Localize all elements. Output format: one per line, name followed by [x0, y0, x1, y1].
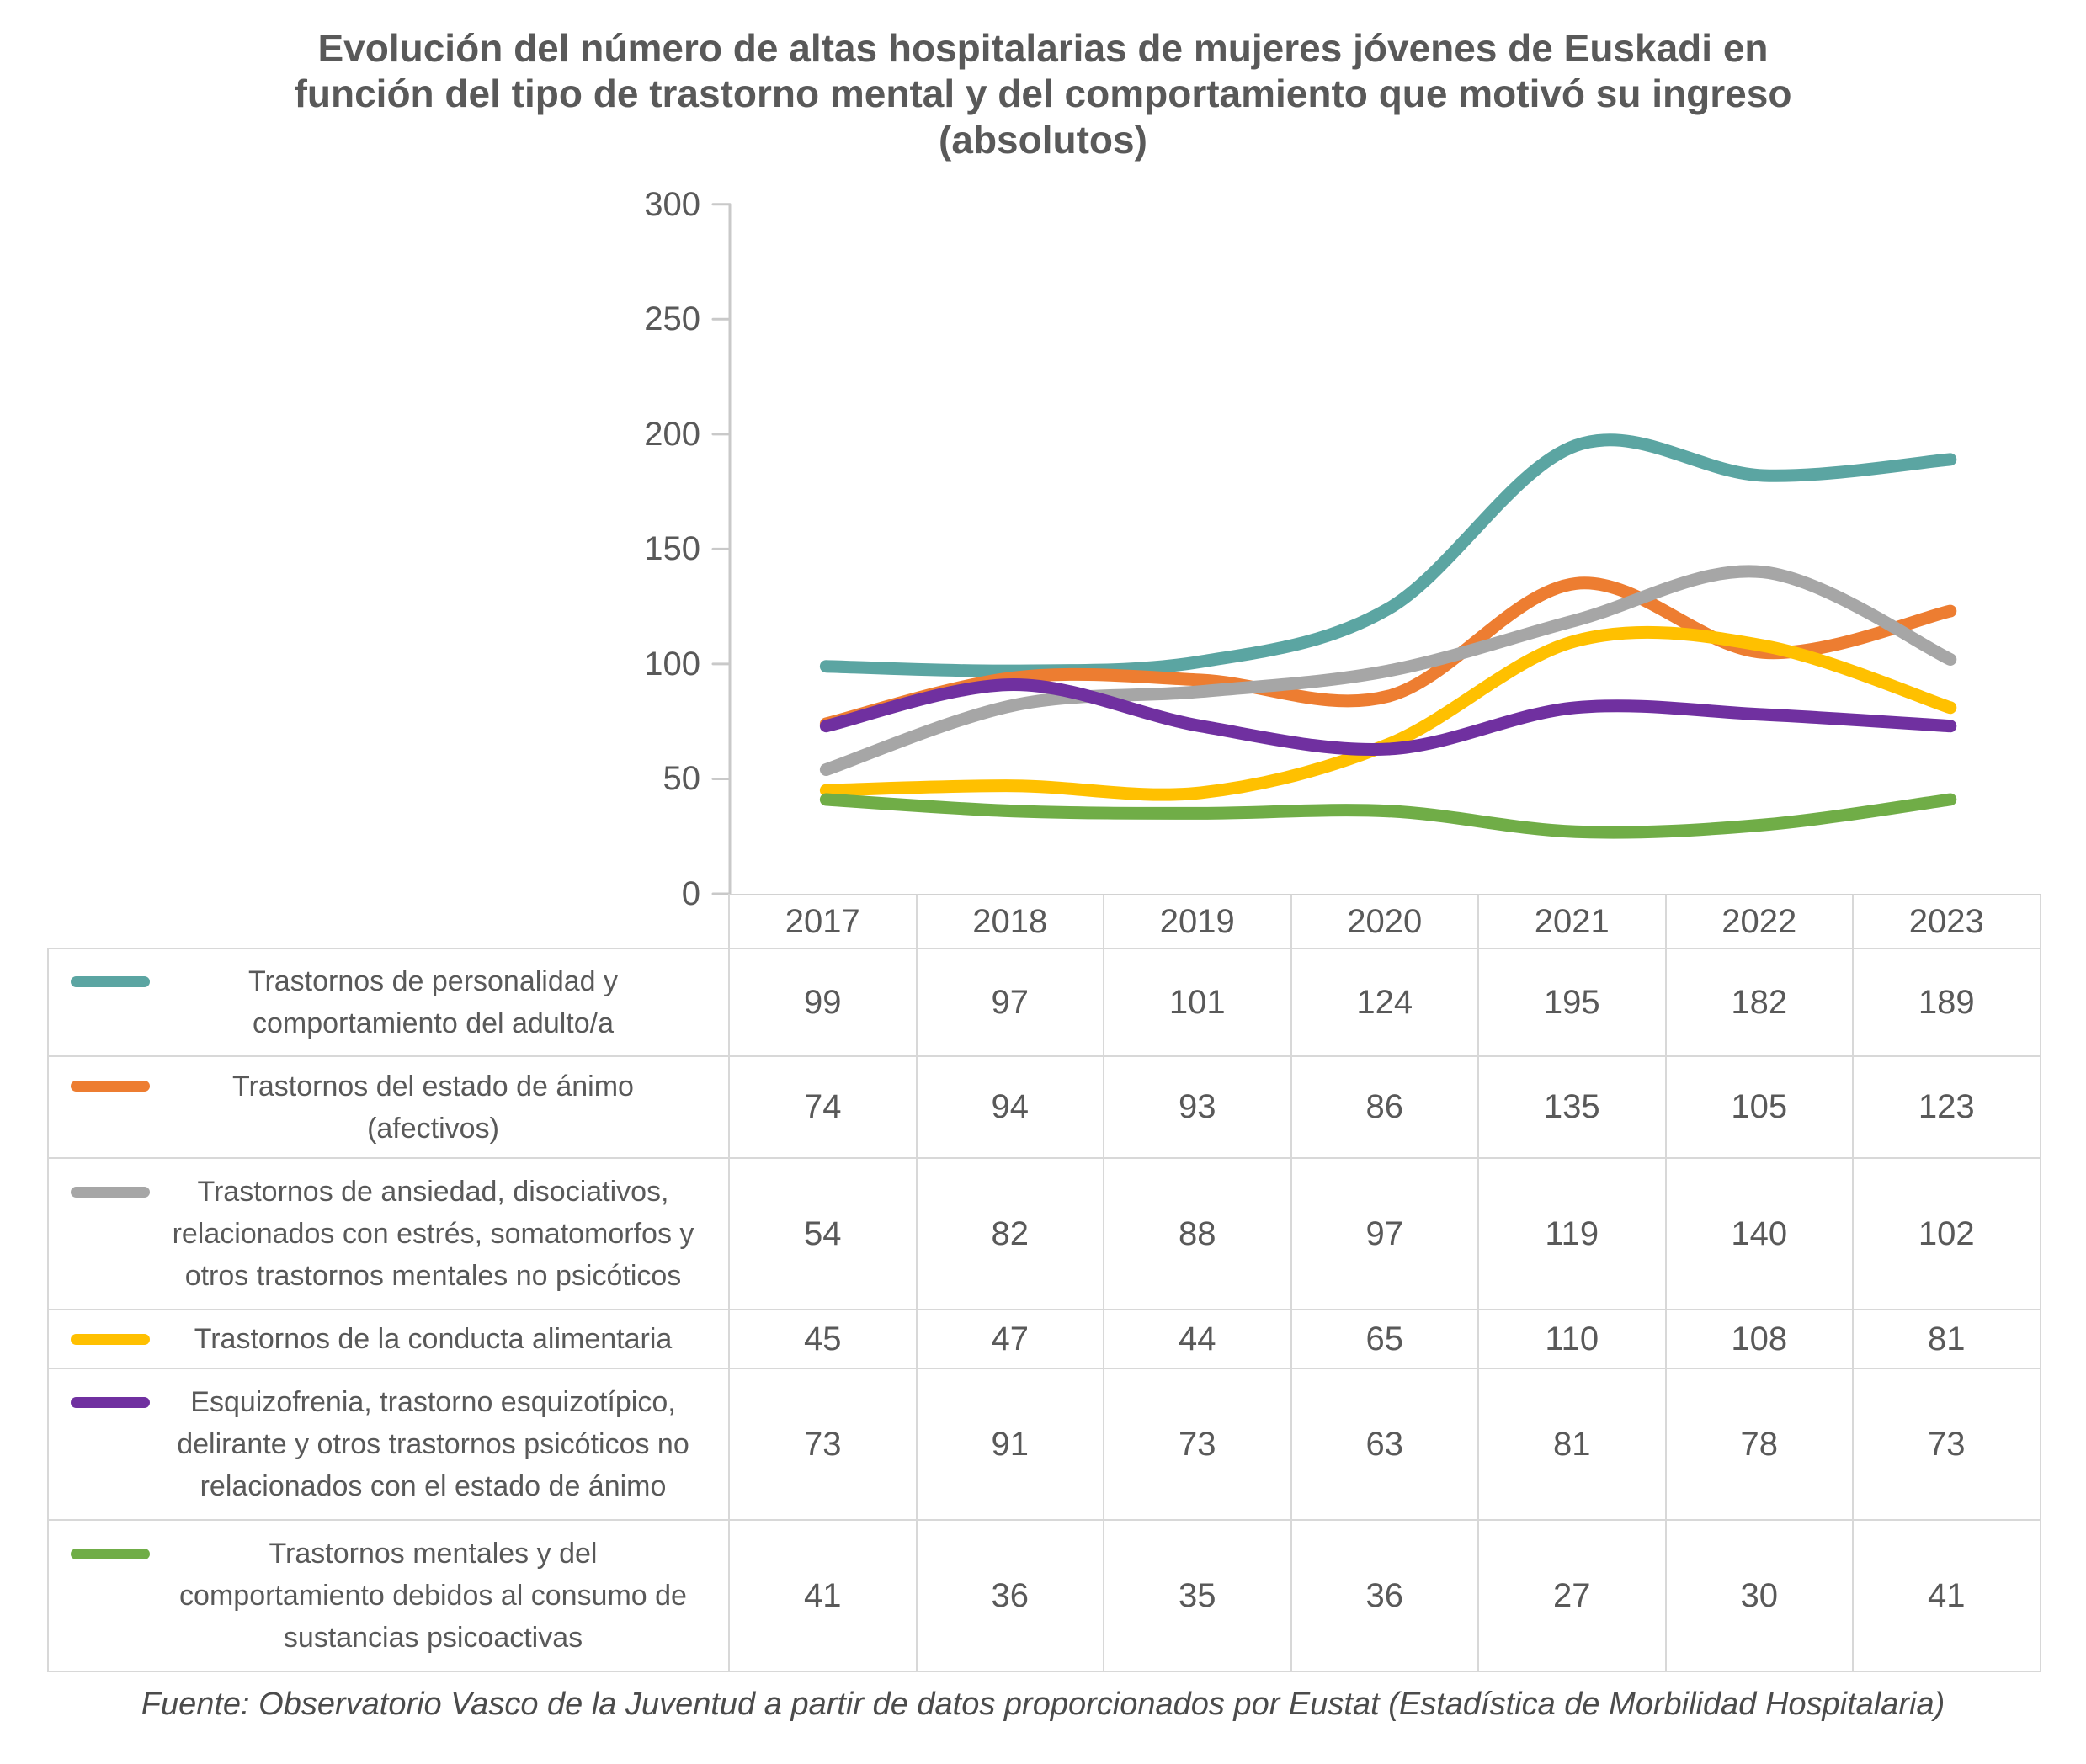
chart-title-line-1: Evolución del número de altas hospitalar… — [317, 26, 1769, 70]
source-note: Fuente: Observatorio Vasco de la Juventu… — [141, 1687, 1945, 1722]
series-label-line: Trastornos de personalidad y — [247, 965, 619, 997]
value-cell-4-2018: 91 — [917, 1369, 1104, 1521]
year-header-2021: 2021 — [1479, 894, 1667, 949]
value-cell-4-2021: 81 — [1479, 1369, 1667, 1521]
year-header-2020: 2020 — [1291, 894, 1479, 949]
value-cell-0-2023: 189 — [1854, 949, 2041, 1057]
series-label-line: Trastornos del estado de ánimo — [232, 1070, 634, 1102]
value-cell-1-2020: 86 — [1291, 1057, 1479, 1159]
value-cell-1-2021: 135 — [1479, 1057, 1667, 1159]
value-cell-5-2019: 35 — [1104, 1521, 1292, 1672]
chart-title: Evolución del número de altas hospitalar… — [0, 25, 2086, 162]
value-cell-4-2017: 73 — [730, 1369, 918, 1521]
series-label-line: otros trastornos mentales no psicóticos — [184, 1260, 682, 1292]
series-label-cell-4: Esquizofrenia, trastorno esquizotípico, d… — [47, 1369, 730, 1521]
value-cell-2-2023: 102 — [1854, 1159, 2041, 1310]
legend-marker-5 — [71, 1548, 150, 1559]
legend-marker-3 — [71, 1333, 150, 1345]
year-header-2023: 2023 — [1854, 894, 2041, 949]
value-cell-2-2020: 97 — [1291, 1159, 1479, 1310]
series-label-cell-2: Trastornos de ansiedad, disociativos, rel… — [47, 1159, 730, 1310]
value-cell-3-2017: 45 — [730, 1310, 918, 1369]
y-axis-tick-label: 50 — [663, 760, 701, 798]
series-label-line: delirante y otros trastornos psicóticos … — [177, 1428, 689, 1460]
series-line-3 — [819, 625, 1957, 801]
value-cell-2-2019: 88 — [1104, 1159, 1292, 1310]
value-cell-0-2018: 97 — [917, 949, 1104, 1057]
value-cell-2-2017: 54 — [730, 1159, 918, 1310]
series-line-2 — [819, 565, 1957, 776]
series-line-5 — [819, 793, 1957, 839]
value-cell-2-2021: 119 — [1479, 1159, 1667, 1310]
value-cell-3-2019: 44 — [1104, 1310, 1292, 1369]
value-cell-3-2020: 65 — [1291, 1310, 1479, 1369]
series-label-cell-1: Trastornos del estado de ánimo (afectivos… — [47, 1057, 730, 1159]
y-axis-tick-label: 250 — [644, 300, 700, 338]
series-label-line: Trastornos de ansiedad, disociativos, — [197, 1176, 669, 1208]
value-cell-1-2023: 123 — [1854, 1057, 2041, 1159]
value-cell-1-2018: 94 — [917, 1057, 1104, 1159]
value-cell-3-2022: 108 — [1666, 1310, 1854, 1369]
value-cell-0-2019: 101 — [1104, 949, 1292, 1057]
y-axis-tick-label: 100 — [644, 645, 700, 683]
chart-title-line-3: (absolutos) — [939, 117, 1147, 162]
value-cell-5-2023: 41 — [1854, 1521, 2041, 1672]
table-corner-cell — [47, 894, 730, 949]
y-axis — [711, 203, 732, 895]
series-label-line: relacionados con el estado de ánimo — [200, 1470, 667, 1502]
series-label-cell-0: Trastornos de personalidad y comportamien… — [47, 949, 730, 1057]
series-label-line: comportamiento del adulto/a — [252, 1007, 615, 1039]
value-cell-4-2019: 73 — [1104, 1369, 1292, 1521]
value-cell-5-2022: 30 — [1666, 1521, 1854, 1672]
series-line-4 — [819, 678, 1957, 756]
series-label-line: Esquizofrenia, trastorno esquizotípico, — [190, 1386, 676, 1418]
value-cell-4-2020: 63 — [1291, 1369, 1479, 1521]
value-cell-5-2021: 27 — [1479, 1521, 1667, 1672]
value-cell-0-2021: 195 — [1479, 949, 1667, 1057]
series-label-line: sustancias psicoactivas — [283, 1622, 583, 1654]
series-label-cell-3: Trastornos de la conducta alimentaria — [47, 1310, 730, 1369]
value-cell-5-2017: 41 — [730, 1521, 918, 1672]
series-line-1 — [819, 576, 1957, 731]
value-cell-4-2023: 73 — [1854, 1369, 2041, 1521]
year-header-2017: 2017 — [730, 894, 918, 949]
year-header-2018: 2018 — [917, 894, 1104, 949]
y-axis-tick-label: 200 — [644, 415, 700, 453]
legend-marker-2 — [71, 1186, 150, 1198]
value-cell-3-2021: 110 — [1479, 1310, 1667, 1369]
data-table: 2017 2018 2019 2020 2021 2022 2023 Trastornos d… — [47, 894, 2041, 1672]
legend-marker-0 — [71, 975, 150, 987]
series-label-line: Trastornos de la conducta alimentaria — [194, 1323, 673, 1355]
series-label-cell-5: Trastornos mentales y del comportamiento … — [47, 1521, 730, 1672]
value-cell-5-2020: 36 — [1291, 1521, 1479, 1672]
value-cell-0-2017: 99 — [730, 949, 918, 1057]
y-axis-tick-label: 0 — [681, 875, 700, 912]
series-line-0 — [819, 433, 1957, 677]
series-label-line: relacionados con estrés, somatomorfos y — [172, 1218, 694, 1250]
value-cell-4-2022: 78 — [1666, 1369, 1854, 1521]
value-cell-5-2018: 36 — [917, 1521, 1104, 1672]
value-cell-3-2018: 47 — [917, 1310, 1104, 1369]
value-cell-2-2022: 140 — [1666, 1159, 1854, 1310]
y-axis-tick-label: 300 — [644, 185, 700, 223]
value-cell-0-2020: 124 — [1291, 949, 1479, 1057]
chart-title-line-2: función del tipo de trastorno mental y d… — [294, 72, 1792, 116]
series-label-line: (afectivos) — [367, 1112, 499, 1145]
legend-marker-4 — [71, 1396, 150, 1408]
y-axis-tick-label: 150 — [644, 530, 700, 568]
value-cell-1-2019: 93 — [1104, 1057, 1292, 1159]
value-cell-1-2022: 105 — [1666, 1057, 1854, 1159]
series-label-line: Trastornos mentales y del — [269, 1538, 598, 1570]
series-label-line: comportamiento debidos al consumo de — [179, 1580, 687, 1612]
year-header-2019: 2019 — [1104, 894, 1292, 949]
value-cell-1-2017: 74 — [730, 1057, 918, 1159]
year-header-2022: 2022 — [1666, 894, 1854, 949]
value-cell-0-2022: 182 — [1666, 949, 1854, 1057]
legend-marker-1 — [71, 1081, 150, 1092]
value-cell-3-2023: 81 — [1854, 1310, 2041, 1369]
value-cell-2-2018: 82 — [917, 1159, 1104, 1310]
